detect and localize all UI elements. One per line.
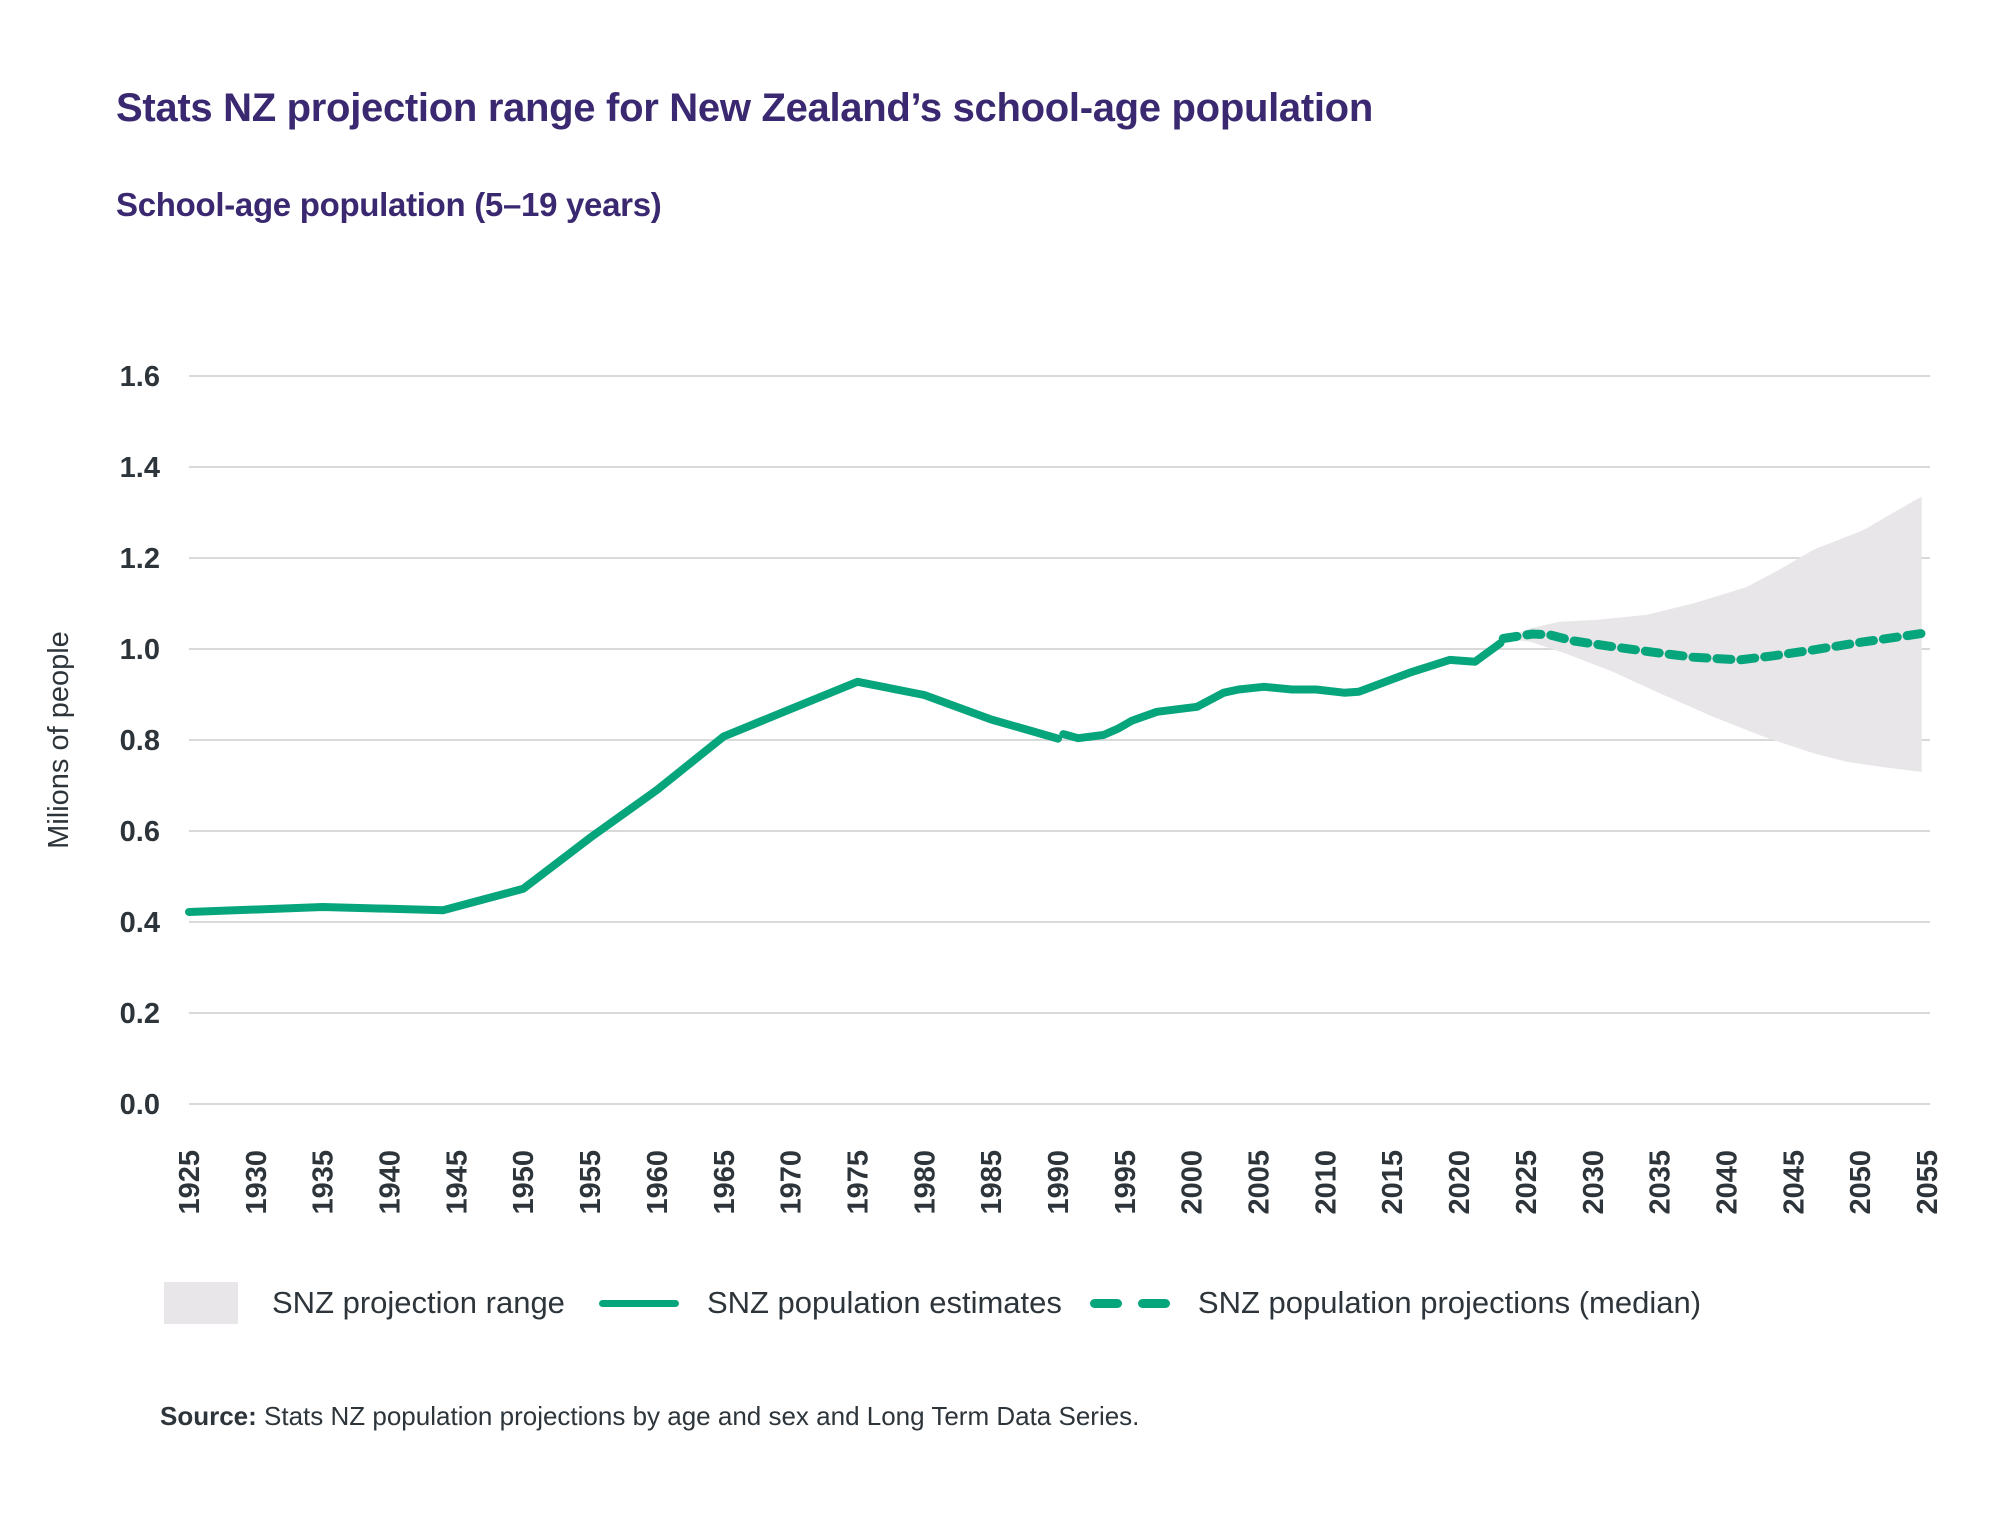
population-projections-median-line — [1498, 629, 1927, 665]
y-tick-label: 1.0 — [120, 634, 160, 666]
y-tick-label: 1.4 — [120, 452, 160, 484]
y-tick-label: 0.2 — [120, 998, 160, 1030]
x-tick-label: 1960 — [642, 1150, 674, 1215]
x-tick-label: 1990 — [1043, 1150, 1075, 1215]
x-tick-label: 1985 — [976, 1150, 1008, 1215]
x-tick-label: 1980 — [909, 1150, 941, 1215]
x-tick-label: 1950 — [508, 1150, 540, 1215]
x-tick-label: 1955 — [575, 1150, 607, 1215]
legend: SNZ projection range SNZ population esti… — [164, 1281, 1701, 1325]
y-tick-label: 0.6 — [120, 816, 160, 848]
x-tick-label: 2000 — [1177, 1150, 1209, 1215]
x-tick-label: 2015 — [1377, 1150, 1409, 1215]
y-tick-label: 0.0 — [120, 1089, 160, 1121]
x-tick-label: 1995 — [1110, 1150, 1142, 1215]
x-tick-label: 2055 — [1912, 1150, 1944, 1215]
x-tick-label: 2030 — [1578, 1150, 1610, 1215]
x-tick-label: 1925 — [174, 1150, 206, 1215]
population-estimates-line — [1059, 639, 1505, 743]
x-axis-ticks: 1925 1930 1935 1940 1945 1950 1955 1960 1965 1970… — [174, 1150, 1944, 1215]
y-tick-label: 1.6 — [120, 361, 160, 393]
x-tick-label: 2035 — [1645, 1150, 1677, 1215]
legend-estimates-label: SNZ population estimates — [706, 1285, 1062, 1320]
x-tick-label: 2025 — [1511, 1150, 1543, 1215]
y-tick-label: 1.2 — [120, 543, 160, 575]
y-axis-label: Milions of people — [43, 631, 75, 849]
x-tick-label: 1965 — [709, 1150, 741, 1215]
legend-estimates-swatch — [598, 1299, 679, 1307]
source-label: Source: — [160, 1401, 257, 1431]
series-lines — [185, 629, 1927, 916]
x-tick-label: 1970 — [776, 1150, 808, 1215]
y-tick-label: 0.4 — [120, 907, 160, 939]
x-tick-label: 1975 — [842, 1150, 874, 1215]
y-axis-ticks: 0.0 0.2 0.4 0.6 0.8 1.0 1.2 1.4 1.6 — [120, 361, 160, 1121]
source-text: Stats NZ population projections by age a… — [256, 1401, 1140, 1431]
projection-range-band — [1503, 496, 1922, 772]
gridlines — [189, 375, 1930, 1105]
x-tick-label: 2005 — [1244, 1150, 1276, 1215]
legend-range-swatch — [164, 1282, 238, 1324]
x-tick-label: 2045 — [1778, 1150, 1810, 1215]
chart-subtitle: School-age population (5–19 years) — [116, 186, 662, 223]
source-note: Source: Stats NZ population projections … — [160, 1401, 1139, 1432]
x-tick-label: 2050 — [1845, 1150, 1877, 1215]
x-tick-label: 1945 — [441, 1150, 473, 1215]
population-estimates-line — [185, 677, 1062, 916]
x-tick-label: 2020 — [1444, 1150, 1476, 1215]
x-tick-label: 2010 — [1310, 1150, 1342, 1215]
y-tick-label: 0.8 — [120, 725, 160, 757]
x-tick-label: 2040 — [1711, 1150, 1743, 1215]
x-tick-label: 1930 — [241, 1150, 273, 1215]
x-tick-label: 1935 — [308, 1150, 340, 1215]
legend-range-label: SNZ projection range — [272, 1285, 565, 1320]
legend-projections-label: SNZ population projections (median) — [1197, 1285, 1702, 1320]
projection-range-area — [1503, 496, 1922, 772]
x-tick-label: 1940 — [375, 1150, 407, 1215]
legend-projections-swatch — [1089, 1298, 1170, 1308]
chart-title: Stats NZ projection range for New Zealan… — [116, 86, 1373, 130]
